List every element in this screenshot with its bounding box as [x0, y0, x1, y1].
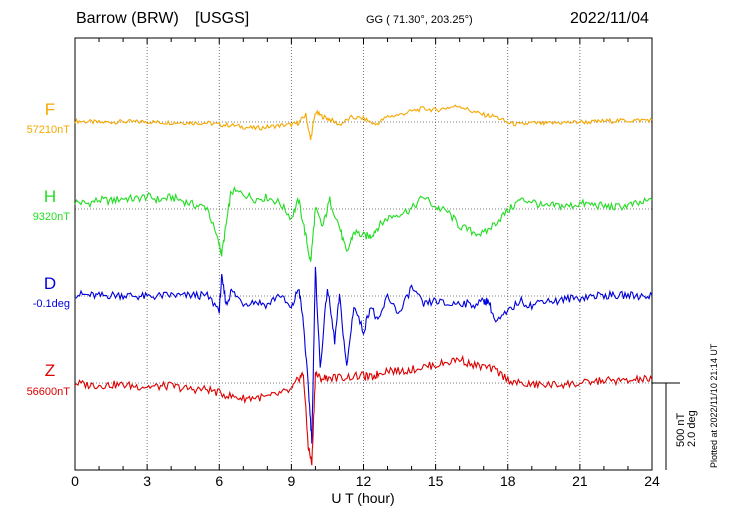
scale-bar: 500 nT 2.0 deg	[652, 382, 698, 470]
x-tick-label: 9	[287, 473, 295, 489]
x-axis-label: U T (hour)	[331, 490, 394, 506]
series-name-Z: Z	[45, 361, 55, 380]
scale-label-nt: 500 nT	[675, 412, 687, 447]
series-name-H: H	[44, 187, 56, 206]
date-label: 2022/11/04	[570, 10, 649, 27]
x-tick-label: 0	[71, 473, 79, 489]
x-tick-label: 12	[356, 473, 372, 489]
x-tick-label: 18	[500, 473, 516, 489]
scale-label-deg: 2.0 deg	[686, 410, 698, 447]
coordinates: GG ( 71.30°, 203.25°)	[366, 14, 473, 26]
series-line-Z	[74, 354, 653, 466]
x-tick-label: 6	[215, 473, 223, 489]
series-baseline-F: 57210nT	[27, 124, 71, 136]
series-baseline-D: -0.1deg	[33, 298, 70, 310]
plotted-note: Plotted at 2022/11/10 21:14 UT	[709, 343, 719, 468]
series-baseline-H: 9320nT	[33, 211, 71, 223]
series-baseline-Z: 56600nT	[27, 386, 71, 398]
x-tick-label: 24	[644, 473, 660, 489]
x-tick-label: 21	[572, 473, 588, 489]
source-label: [USGS]	[195, 10, 250, 27]
x-axis-ticks: 0 3 6 9 12 15 18 21 24	[71, 38, 660, 489]
series-line-F	[74, 104, 653, 141]
series-name-F: F	[45, 100, 55, 119]
series-traces	[74, 104, 653, 466]
series-labels: F 57210nT H 9320nT D -0.1deg Z 56600nT	[27, 100, 71, 398]
x-tick-label: 3	[143, 473, 151, 489]
series-name-D: D	[44, 274, 56, 293]
gridlines	[75, 38, 652, 470]
series-line-D	[74, 266, 653, 444]
x-tick-label: 15	[428, 473, 444, 489]
station-title: Barrow (BRW)	[76, 10, 179, 27]
series-line-H	[74, 185, 653, 262]
